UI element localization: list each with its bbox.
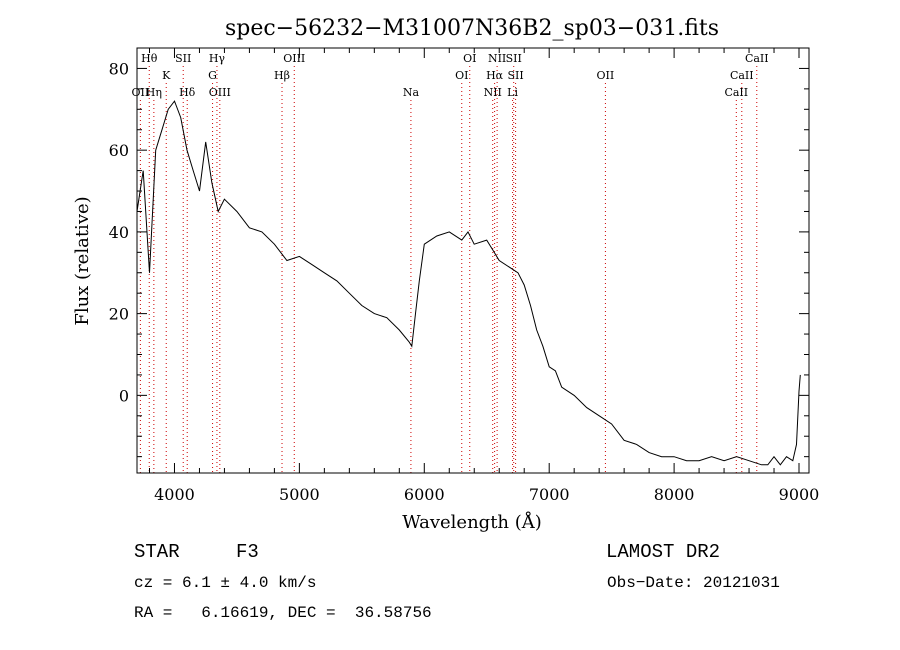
- spectral-line-label: Hθ: [141, 52, 158, 65]
- spectral-line-label: Hγ: [209, 52, 226, 65]
- spectral-line-label: NII: [484, 86, 502, 99]
- x-tick-label: 4000: [154, 485, 195, 504]
- redshift-cz: cz = 6.1 ± 4.0 km/s: [134, 574, 317, 592]
- spectral-line-label: SII: [175, 52, 191, 65]
- plot-frame: [136, 47, 810, 474]
- spectral-line-label: OI: [455, 69, 468, 82]
- x-tick-label: 9000: [779, 485, 820, 504]
- x-tick-label: 5000: [279, 485, 320, 504]
- observation-date: Obs−Date: 20121031: [607, 574, 780, 592]
- spectral-line-label: NII: [488, 52, 506, 65]
- line-labels: HθOIIHηKSIIHδHγGOIIIOIIIHβNaOIOINIIHαNII…: [132, 52, 769, 99]
- chart-title: spec−56232−M31007N36B2_sp03−031.fits: [225, 16, 719, 41]
- x-axis-label: Wavelength (Å): [402, 511, 542, 533]
- x-tick-label: 8000: [654, 485, 695, 504]
- spectral-line-label: G: [208, 69, 217, 82]
- spectral-line-label: Hβ: [274, 69, 290, 82]
- object-subclass: F3: [236, 541, 259, 563]
- spectral-line-label: Hδ: [179, 86, 196, 99]
- x-axis: 4000 5000 6000 7000 8000 9000: [148, 48, 820, 504]
- spectral-line-label: CaII: [724, 86, 748, 99]
- spectral-line-label: Li: [507, 86, 518, 99]
- spectral-line-label: CaII: [730, 69, 754, 82]
- y-tick-label: 80: [109, 59, 129, 78]
- x-tick-label: 6000: [404, 485, 445, 504]
- y-tick-label: 20: [109, 305, 129, 324]
- spectral-line-label: SII: [506, 52, 522, 65]
- spectral-line-label: SII: [507, 69, 523, 82]
- spectral-line-label: Hα: [486, 69, 504, 82]
- y-axis: 0 20 40 60 80: [109, 47, 809, 458]
- spectrum-series-line: [136, 100, 801, 466]
- y-tick-label: 0: [119, 386, 129, 405]
- data-release: LAMOST DR2: [606, 541, 721, 563]
- spectral-line-label: Na: [403, 86, 420, 99]
- line-markers: [139, 66, 758, 473]
- y-tick-label: 40: [109, 223, 129, 242]
- spectral-line-label: OIII: [209, 86, 231, 99]
- spectral-line-label: Hη: [146, 86, 162, 99]
- x-tick-label: 7000: [529, 485, 570, 504]
- y-tick-label: 60: [109, 141, 129, 160]
- spectral-line-label: OI: [463, 52, 476, 65]
- y-axis-label: Flux (relative): [72, 196, 93, 325]
- spectral-line-label: OII: [132, 86, 150, 99]
- spectral-line-label: OII: [597, 69, 615, 82]
- spectral-line-label: OIII: [283, 52, 305, 65]
- spectral-line-label: CaII: [745, 52, 769, 65]
- object-class: STAR: [134, 541, 180, 563]
- spectral-line-label: K: [162, 69, 171, 82]
- coordinates: RA = 6.16619, DEC = 36.58756: [134, 604, 432, 622]
